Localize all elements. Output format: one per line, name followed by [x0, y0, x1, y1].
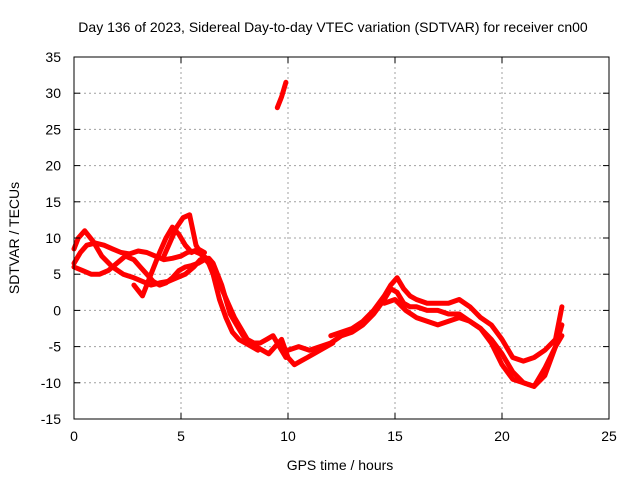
x-tick-label: 20: [494, 428, 510, 444]
series-line-track-3: [71, 253, 336, 368]
y-tick-label: 35: [45, 49, 61, 65]
y-tick-label: 25: [45, 121, 61, 137]
y-tick-label: 0: [53, 302, 61, 318]
grid-lines: [74, 57, 609, 419]
axis-ticks: 0 5 10 15 20 25 -15 -10 -5 0 5 10 15 20 25 30 35: [41, 49, 617, 444]
y-tick-label: -10: [41, 375, 61, 391]
series-line-track-4: [131, 224, 207, 299]
y-tick-label: -5: [49, 339, 62, 355]
series-line-track-8: [328, 275, 565, 364]
series-line-track-6: [274, 79, 289, 111]
series-line-track-1: [71, 240, 261, 353]
x-tick-label: 25: [601, 428, 617, 444]
x-tick-label: 10: [280, 428, 296, 444]
y-tick-label: -15: [41, 411, 61, 427]
series-line-track-9: [381, 297, 565, 389]
series-line-track-7: [285, 286, 565, 389]
y-tick-label: 20: [45, 158, 61, 174]
y-tick-label: 15: [45, 194, 61, 210]
x-axis-label: GPS time / hours: [287, 457, 394, 473]
x-tick-label: 15: [387, 428, 403, 444]
x-tick-label: 0: [70, 428, 78, 444]
data-series: [71, 79, 565, 389]
y-tick-label: 5: [53, 266, 61, 282]
y-axis-label: SDTVAR / TECUs: [6, 182, 22, 294]
y-tick-label: 10: [45, 230, 61, 246]
series-line-track-2: [71, 228, 203, 288]
chart-title: Day 136 of 2023, Sidereal Day-to-day VTE…: [78, 19, 588, 35]
series-line-track-5: [161, 212, 289, 360]
x-tick-label: 5: [177, 428, 185, 444]
y-tick-label: 30: [45, 85, 61, 101]
